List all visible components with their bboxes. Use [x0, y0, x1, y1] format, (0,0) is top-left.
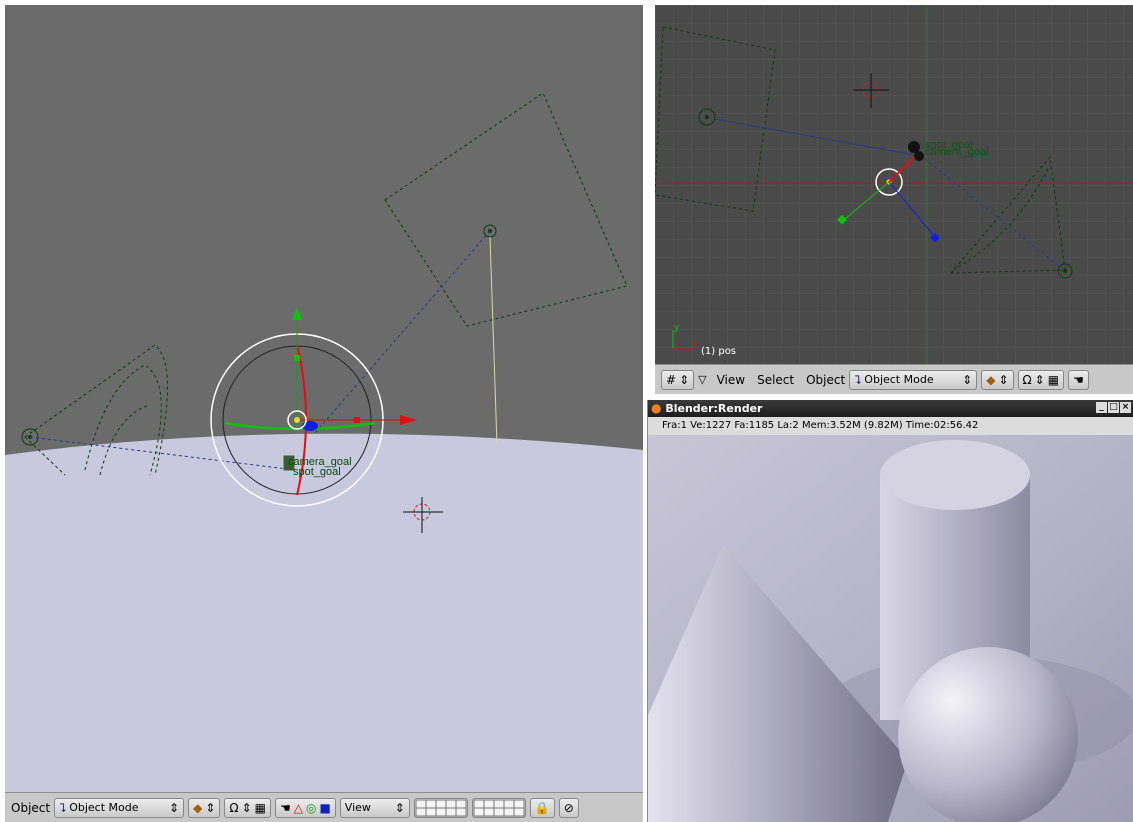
blender-logo-icon: ●: [651, 401, 662, 415]
spot-goal-label: spot_goal: [293, 466, 341, 478]
chevron-updown-icon: ⇕: [998, 372, 1009, 387]
layers-row-1[interactable]: [413, 797, 468, 818]
render-titlebar[interactable]: ● Blender:Render _ □ ×: [648, 400, 1133, 417]
top-viewport-header: # ⇕ ▽ View Select Object ⮧ Object Mode ⇕…: [655, 364, 1133, 394]
pivot-select[interactable]: Ω ⇕ ▦: [224, 797, 271, 818]
hand-icon: ☚: [1073, 372, 1084, 387]
hand-icon: ☚: [279, 800, 291, 815]
pivot-icon: Ω: [1022, 372, 1032, 387]
grid-icon: ▦: [254, 800, 266, 815]
frame-info: (1) pos: [701, 346, 736, 357]
camera-goal-label: camera_goal: [288, 456, 352, 468]
chevron-updown-icon: ⇕: [394, 800, 405, 815]
maximize-icon[interactable]: □: [1108, 402, 1119, 413]
mode-select[interactable]: ⮧ Object Mode ⇕: [54, 797, 185, 818]
grid-icon: #: [666, 372, 677, 387]
area-lamp-outline: [384, 92, 628, 327]
chevron-updown-icon: ⇕: [205, 800, 216, 815]
spot-goal-label: spot_goal: [925, 139, 973, 151]
top-viewport-canvas[interactable]: spot_goal camera_goal y x (1) pos: [655, 5, 1133, 364]
preview-icon: ⊘: [563, 800, 574, 815]
draw-type-select[interactable]: ◆ ⇕: [981, 369, 1014, 390]
editor-type-select[interactable]: # ⇕: [661, 369, 695, 390]
layer-buttons-icon: [415, 799, 467, 816]
chevron-updown-icon: ⇕: [241, 800, 252, 815]
manipulator-toggle[interactable]: ☚ △ ◎ ■: [274, 797, 336, 818]
main-3d-viewport[interactable]: camera_goal spot_goal: [5, 5, 643, 792]
layer-buttons-icon: [473, 799, 525, 816]
layers-row-2[interactable]: [471, 797, 526, 818]
minimize-icon[interactable]: _: [1096, 402, 1107, 413]
render-title: Blender:Render: [665, 402, 763, 415]
axis-y-label: y: [674, 323, 680, 333]
object-mode-icon: ⮧: [59, 800, 67, 815]
chevron-updown-icon: ⇕: [169, 800, 180, 815]
close-icon[interactable]: ×: [1120, 402, 1131, 413]
manipulator-toggle[interactable]: ☚: [1068, 369, 1089, 390]
view-select[interactable]: View ⇕: [339, 797, 410, 818]
chevron-updown-icon: ⇕: [1034, 372, 1045, 387]
solid-shading-icon: ◆: [986, 372, 996, 387]
top-ortho-viewport[interactable]: spot_goal camera_goal y x (1) pos: [655, 5, 1133, 364]
x-axis-arrow: [400, 415, 417, 425]
main-viewport-header: Object ⮧ Object Mode ⇕ ◆ ⇕ Ω ⇕ ▦ ☚ △ ◎ ■…: [5, 792, 643, 822]
object-menu[interactable]: Object: [806, 372, 846, 387]
draw-type-select[interactable]: ◆ ⇕: [188, 797, 221, 818]
object-menu[interactable]: Object: [11, 800, 51, 815]
lock-icon: 🔒: [534, 800, 550, 815]
collapse-triangle-icon[interactable]: ▽: [698, 373, 707, 386]
solid-shading-icon: ◆: [193, 800, 203, 815]
render-result-image: [648, 435, 1133, 822]
view-menu[interactable]: View: [716, 372, 746, 387]
select-menu[interactable]: Select: [757, 372, 795, 387]
render-preview-button[interactable]: ⊘: [558, 797, 579, 818]
pivot-select[interactable]: Ω ⇕ ▦: [1017, 369, 1065, 390]
lock-layer-button[interactable]: 🔒: [529, 797, 555, 818]
axis-x-label: x: [692, 340, 698, 350]
chevron-updown-icon: ⇕: [679, 372, 690, 387]
rotate-icon: ◎: [305, 800, 317, 815]
y-axis-arrow: [292, 307, 302, 320]
render-stats: Fra:1 Ve:1227 Fa:1185 La:2 Mem:3.52M (9.…: [648, 417, 1133, 435]
grid-icon: ▦: [1047, 372, 1060, 387]
pivot-icon: Ω: [229, 800, 239, 815]
camera-goal-label: camera_goal: [925, 146, 989, 158]
scale-icon: ■: [319, 800, 331, 815]
translate-icon: △: [293, 800, 303, 815]
main-viewport-canvas[interactable]: camera_goal spot_goal: [5, 5, 643, 792]
ground-plane: [5, 433, 643, 792]
window-controls: _ □ ×: [1096, 402, 1131, 413]
chevron-updown-icon: ⇕: [962, 372, 973, 387]
mode-select[interactable]: ⮧ Object Mode ⇕: [849, 369, 978, 390]
render-window[interactable]: ● Blender:Render _ □ × Fra:1 Ve:1227 Fa:…: [647, 400, 1133, 822]
object-mode-icon: ⮧: [854, 372, 862, 387]
